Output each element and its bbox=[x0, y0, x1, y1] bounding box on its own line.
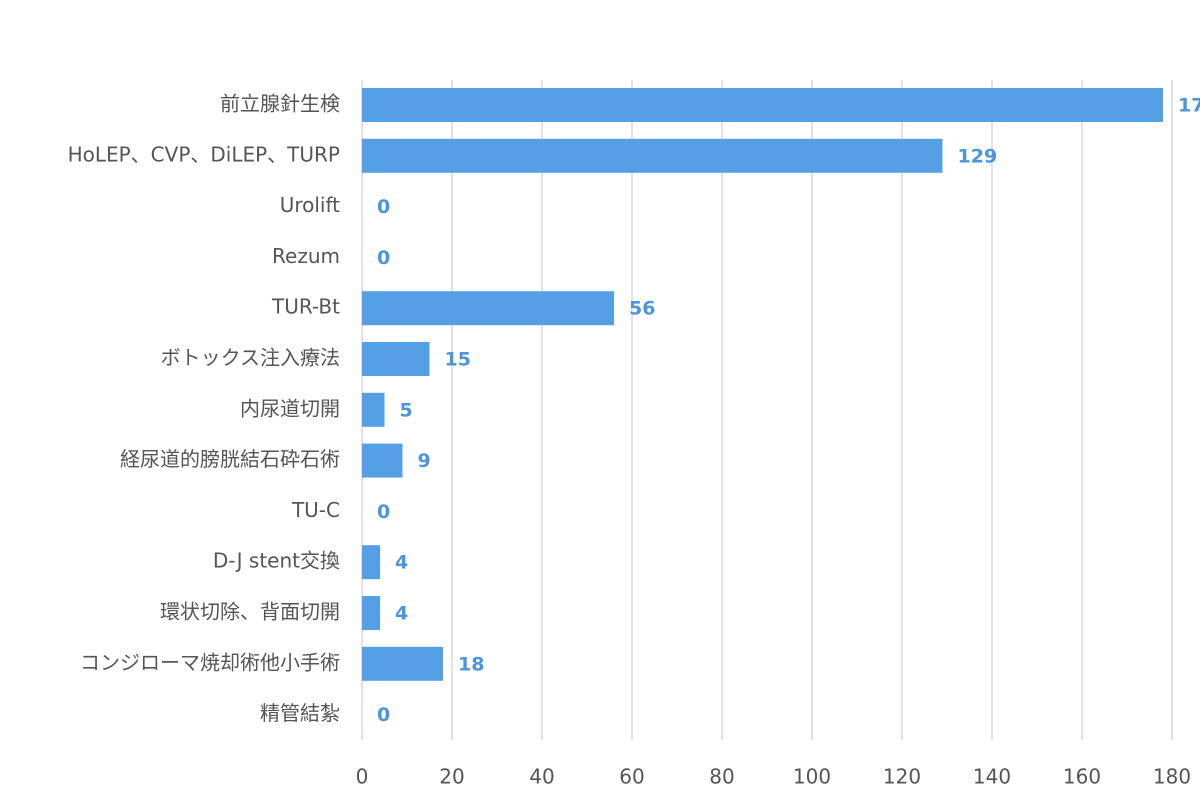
x-tick-label: 0 bbox=[356, 765, 369, 789]
bar bbox=[362, 392, 385, 427]
y-tick-label: TUR-Bt bbox=[271, 295, 340, 319]
y-tick-label: Rezum bbox=[272, 244, 340, 268]
bar bbox=[362, 342, 430, 376]
bar bbox=[362, 646, 443, 681]
value-label: 0 bbox=[377, 501, 390, 523]
y-tick-label: 前立腺針生検 bbox=[220, 92, 340, 116]
x-tick-label: 80 bbox=[709, 765, 734, 789]
value-label: 178 bbox=[1178, 95, 1200, 117]
x-tick-label: 120 bbox=[883, 765, 921, 789]
y-tick-label: コンジローマ焼却術他小手術 bbox=[80, 650, 340, 674]
value-label: 15 bbox=[445, 349, 471, 371]
value-label: 56 bbox=[629, 298, 655, 320]
y-tick-label: TU-C bbox=[291, 498, 340, 522]
value-label: 4 bbox=[395, 603, 408, 625]
y-tick-label: 環状切除、背面切開 bbox=[160, 600, 340, 624]
y-tick-label: 精管結紮 bbox=[260, 701, 340, 725]
value-label: 4 bbox=[395, 552, 408, 574]
x-tick-label: 180 bbox=[1153, 765, 1191, 789]
value-label: 0 bbox=[377, 196, 390, 218]
x-tick-label: 20 bbox=[439, 765, 464, 789]
y-tick-label: D-J stent交換 bbox=[213, 549, 340, 573]
bar bbox=[362, 596, 380, 630]
value-label: 9 bbox=[418, 450, 431, 472]
value-label: 5 bbox=[400, 399, 413, 421]
bar bbox=[362, 88, 1163, 122]
bar bbox=[362, 138, 943, 173]
y-tick-label: 内尿道切開 bbox=[240, 396, 340, 420]
x-tick-label: 40 bbox=[529, 765, 554, 789]
x-tick-label: 100 bbox=[793, 765, 831, 789]
x-tick-label: 60 bbox=[619, 765, 644, 789]
x-tick-label: 140 bbox=[973, 765, 1011, 789]
y-tick-label: 経尿道的膀胱結石砕石術 bbox=[120, 447, 340, 471]
value-label: 129 bbox=[958, 145, 998, 167]
bar bbox=[362, 443, 403, 478]
x-tick-label: 160 bbox=[1063, 765, 1101, 789]
y-tick-label: Urolift bbox=[280, 193, 340, 217]
bar bbox=[362, 545, 380, 580]
value-label: 0 bbox=[377, 247, 390, 269]
y-tick-label: HoLEP、CVP、DiLEP、TURP bbox=[68, 142, 340, 166]
bar bbox=[362, 291, 614, 326]
y-tick-label: ボトックス注入療法 bbox=[161, 346, 340, 370]
value-label: 18 bbox=[458, 653, 484, 675]
value-label: 0 bbox=[377, 704, 390, 726]
